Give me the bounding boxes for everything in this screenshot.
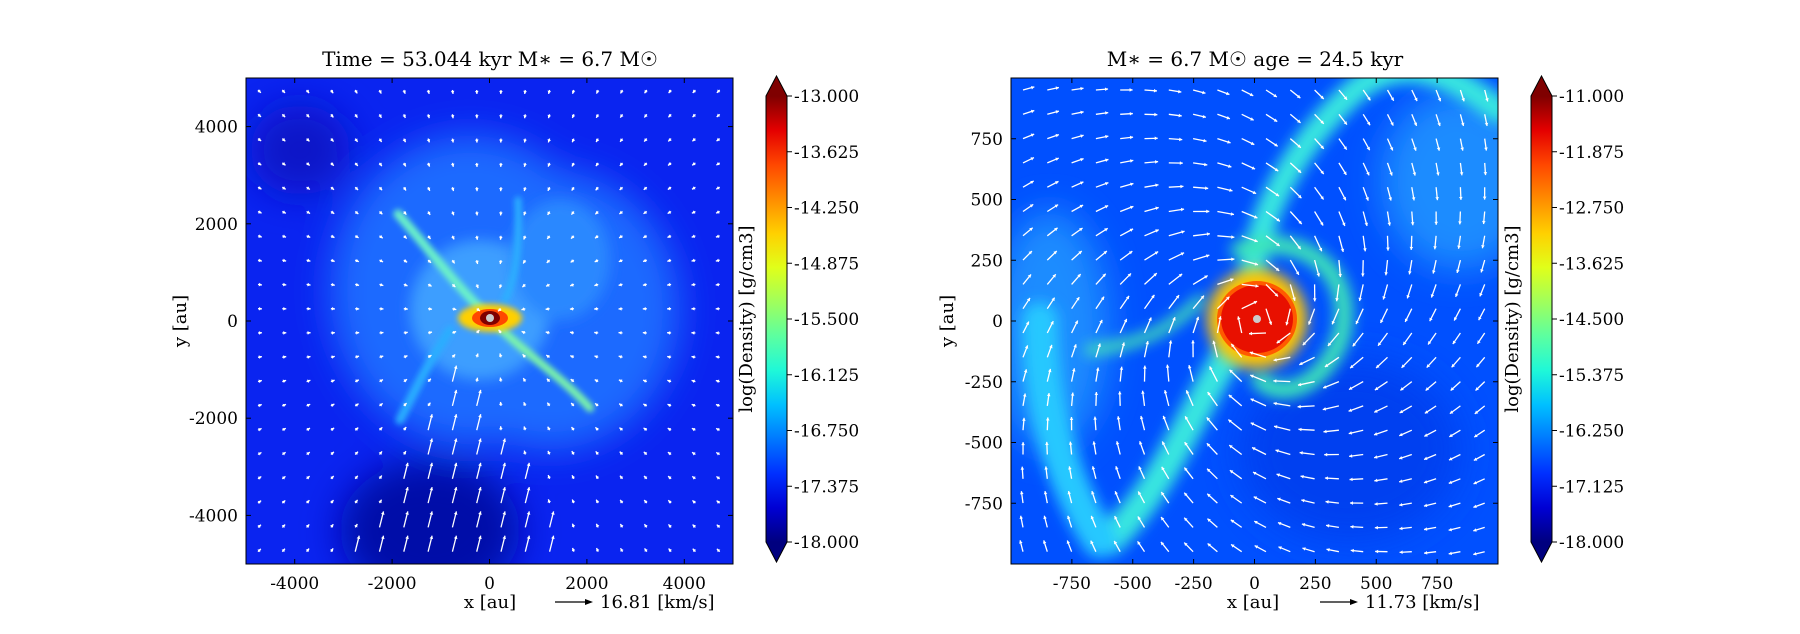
velocity-key: 16.81 [km/s] [555,592,715,613]
right-colorbar: -11.000 -11.875 -12.750 -13.625 -14.500 -15.3… [1502,76,1624,562]
y-tick-label: -250 [965,373,1003,393]
panel-title: Time = 53.044 kyr M∗ = 6.7 M☉ [322,47,658,71]
y-tick-label: 500 [971,191,1003,211]
colorbar-tick-label: -16.750 [794,422,859,442]
x-tick-label: -250 [1175,574,1213,594]
x-tick-label: -500 [1114,574,1152,594]
velocity-key: 11.73 [km/s] [1320,592,1480,613]
y-tick-label: 250 [971,251,1003,271]
y-tick-label: 2000 [195,215,238,235]
y-tick-label: -2000 [189,409,238,429]
right-panel: M∗ = 6.7 M☉ age = 24.5 kyr [937,47,1540,613]
colorbar-tick-label: -14.250 [794,199,859,219]
colorbar-gradient [1531,96,1552,542]
colorbar-tick-label: -12.750 [1559,199,1624,219]
colorbar-tick-label: -18.000 [794,533,859,553]
panel-title: M∗ = 6.7 M☉ age = 24.5 kyr [1107,47,1404,71]
y-tick-label: -500 [965,434,1003,454]
colorbar-tick-label: -11.875 [1559,143,1624,163]
colorbar-tick-label: -13.000 [794,87,859,107]
x-tick-label: 0 [484,574,495,594]
colorbar-extend-bottom [1531,542,1552,562]
y-axis-label: y [au] [937,295,958,348]
colorbar-ticks: -13.000 -13.625 -14.250 -14.875 -15.500 -16.1… [787,87,859,553]
x-tick-label: -2000 [368,574,417,594]
x-tick-label: 750 [1421,574,1453,594]
colorbar-extend-top [766,76,787,96]
x-axis-label: x [au] [1227,592,1279,613]
x-tick-label: 4000 [663,574,706,594]
colorbar-tick-label: -13.625 [1559,254,1624,274]
colorbar-tick-label: -16.250 [1559,422,1624,442]
y-tick-label: -4000 [189,506,238,526]
colorbar-extend-bottom [766,542,787,562]
density-map [990,70,1540,564]
colorbar-tick-label: -17.125 [1559,477,1624,497]
colorbar-tick-label: -17.375 [794,477,859,497]
x-axis-label: x [au] [464,592,516,613]
protostar [1253,315,1261,323]
colorbar-label: log(Density) [g/cm3] [1502,225,1523,412]
colorbar-extend-top [1531,76,1552,96]
x-tick-label: 0 [1249,574,1260,594]
protostar [486,314,494,322]
colorbar-tick-label: -15.500 [794,310,859,330]
y-tick-label: -750 [965,494,1003,514]
density-map [246,78,733,600]
left-colorbar: -13.000 -13.625 -14.250 -14.875 -15.500 -16.1… [736,76,859,562]
colorbar-tick-label: -11.000 [1559,87,1624,107]
y-axis-label: y [au] [170,295,191,348]
x-tick-label: 250 [1299,574,1331,594]
colorbar-tick-label: -13.625 [794,143,859,163]
colorbar-ticks: -11.000 -11.875 -12.750 -13.625 -14.500 -15.3… [1552,87,1624,553]
y-tick-label: 0 [992,312,1003,332]
y-tick-label: 0 [227,312,238,332]
velocity-key-label: 11.73 [km/s] [1365,592,1480,613]
colorbar-tick-label: -15.375 [1559,366,1624,386]
x-tick-label: -750 [1053,574,1091,594]
left-panel: Time = 53.044 kyr M∗ = 6.7 M☉ [170,47,733,613]
velocity-key-label: 16.81 [km/s] [600,592,715,613]
x-tick-label: -4000 [270,574,319,594]
y-tick-label: 4000 [195,118,238,138]
colorbar-tick-label: -18.000 [1559,533,1624,553]
y-tick-label: 750 [971,130,1003,150]
colorbar-label: log(Density) [g/cm3] [736,225,757,412]
x-tick-label: 500 [1360,574,1392,594]
core [458,304,522,332]
colorbar-tick-label: -14.875 [794,254,859,274]
colorbar-tick-label: -14.500 [1559,310,1624,330]
colorbar-gradient [766,96,787,542]
colorbar-tick-label: -16.125 [794,366,859,386]
x-tick-label: 2000 [565,574,608,594]
